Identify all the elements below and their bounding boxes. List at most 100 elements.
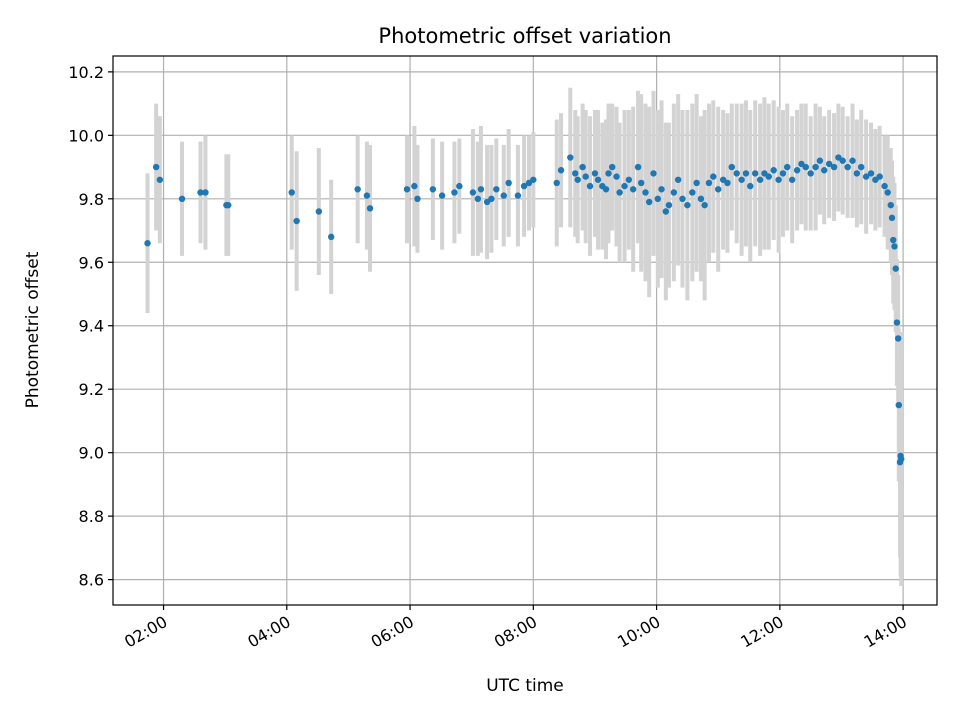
data-point — [689, 189, 696, 196]
data-point — [894, 335, 902, 342]
data-point — [609, 163, 616, 171]
data-points — [144, 154, 905, 466]
data-point — [429, 186, 437, 193]
y-tick-label: 8.8 — [79, 507, 104, 526]
data-point — [493, 186, 500, 193]
data-point — [557, 167, 565, 174]
data-point — [634, 163, 642, 171]
data-point — [839, 157, 846, 164]
data-point — [451, 189, 458, 196]
data-point — [579, 163, 586, 171]
data-point — [582, 173, 589, 180]
data-point — [629, 186, 637, 193]
data-point — [650, 170, 657, 177]
data-point — [602, 186, 610, 193]
data-point — [887, 201, 894, 209]
y-axis-title: Photometric offset — [23, 251, 43, 408]
data-point — [756, 176, 764, 183]
data-point — [812, 163, 819, 171]
data-point — [765, 173, 772, 180]
data-point — [642, 189, 649, 196]
y-tick-label: 9.4 — [79, 317, 104, 336]
y-tick-label: 10.2 — [68, 63, 104, 82]
data-point — [770, 167, 777, 174]
data-point — [293, 217, 300, 225]
data-point — [876, 173, 883, 180]
data-point — [807, 170, 814, 177]
data-point — [605, 170, 612, 177]
data-point — [693, 179, 700, 187]
data-point — [853, 170, 861, 177]
data-point — [733, 170, 740, 177]
data-point — [825, 160, 833, 168]
data-point — [857, 163, 865, 171]
data-point — [144, 240, 151, 247]
data-point — [613, 173, 620, 180]
data-point — [697, 195, 705, 203]
data-point — [658, 186, 665, 193]
data-point — [802, 163, 809, 171]
data-point — [665, 201, 673, 209]
data-point — [742, 170, 750, 177]
data-point — [881, 182, 888, 190]
data-point — [591, 170, 599, 177]
data-point — [830, 163, 838, 171]
y-tick-label: 8.6 — [79, 571, 104, 590]
data-point — [888, 214, 896, 222]
data-point — [366, 205, 374, 212]
data-point — [202, 189, 209, 196]
data-point — [893, 319, 901, 326]
data-point — [288, 189, 295, 196]
data-point — [156, 176, 164, 183]
data-point — [844, 163, 851, 171]
data-point — [645, 198, 653, 206]
data-point — [456, 182, 463, 190]
data-point — [724, 179, 731, 187]
data-point — [594, 176, 602, 183]
data-point — [354, 186, 361, 193]
data-point — [225, 201, 232, 209]
data-point — [867, 170, 875, 177]
data-point — [788, 176, 796, 183]
y-tick-label: 9.0 — [79, 444, 104, 463]
data-point — [793, 167, 801, 174]
data-point — [674, 176, 682, 183]
data-point — [178, 195, 186, 203]
data-point — [411, 182, 418, 190]
data-point — [898, 455, 905, 463]
data-point — [654, 195, 662, 203]
y-tick-label: 9.6 — [79, 253, 104, 272]
y-tick-label: 9.8 — [79, 190, 104, 209]
data-point — [710, 173, 717, 180]
data-point — [751, 170, 759, 177]
data-point — [553, 179, 560, 187]
data-point — [363, 192, 371, 199]
data-point — [586, 182, 594, 190]
data-point — [705, 179, 713, 187]
data-point — [701, 201, 708, 209]
data-point — [747, 182, 754, 190]
data-point — [892, 265, 899, 272]
data-point — [616, 189, 623, 196]
data-point — [662, 208, 670, 215]
data-point — [520, 182, 528, 190]
data-point — [670, 189, 678, 196]
data-point — [895, 401, 902, 409]
chart-title: Photometric offset variation — [378, 24, 671, 48]
data-point — [567, 154, 574, 161]
data-point — [514, 192, 522, 199]
data-point — [728, 163, 735, 171]
data-point — [327, 233, 335, 241]
data-point — [500, 192, 507, 199]
data-point — [438, 192, 446, 199]
data-point — [775, 176, 782, 183]
data-point — [784, 163, 791, 171]
y-tick-label: 10.0 — [68, 126, 104, 145]
data-point — [625, 176, 633, 183]
axes-frame — [112, 55, 938, 606]
data-point — [779, 170, 787, 177]
data-point — [474, 195, 482, 203]
data-point — [816, 157, 824, 164]
data-point — [530, 176, 537, 183]
x-axis-title: UTC time — [486, 676, 564, 696]
